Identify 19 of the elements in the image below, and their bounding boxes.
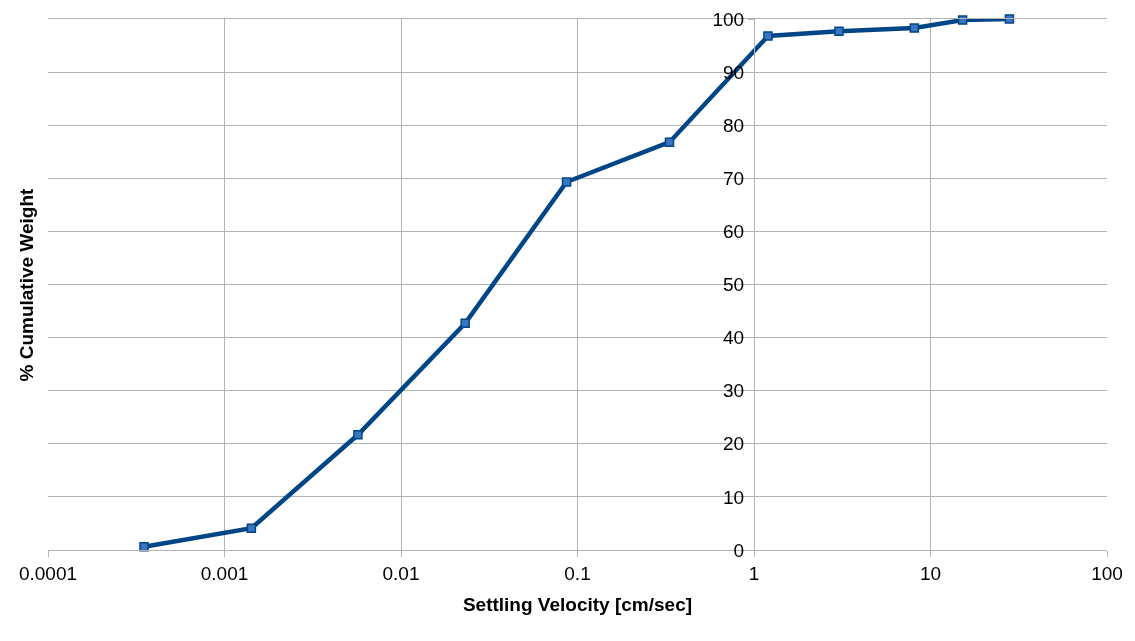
- y-tick-label: 70: [723, 167, 745, 189]
- x-tick-label: 10: [919, 562, 942, 584]
- x-tick-label: 1: [748, 562, 760, 584]
- y-tick-label: 50: [723, 274, 745, 296]
- y-tick-label: 100: [712, 8, 745, 30]
- x-tick-label: 0.1: [564, 562, 591, 584]
- x-tick-label: 0.001: [200, 562, 249, 584]
- y-tick-label: 40: [723, 327, 745, 349]
- y-tick-label: 20: [723, 433, 745, 455]
- y-axis-title: % Cumulative Weight: [15, 187, 37, 382]
- y-tick-label: 30: [723, 380, 745, 402]
- y-tick-label: 10: [723, 486, 745, 508]
- x-axis-title: Settling Velocity [cm/sec]: [462, 593, 693, 615]
- y-tick-label: 0: [733, 539, 745, 561]
- y-tick-label: 80: [723, 114, 745, 136]
- x-tick-label: 0.01: [382, 562, 420, 584]
- x-tick-label: 0.0001: [18, 562, 78, 584]
- y-tick-label: 60: [723, 221, 745, 243]
- x-tick-label: 100: [1091, 562, 1123, 584]
